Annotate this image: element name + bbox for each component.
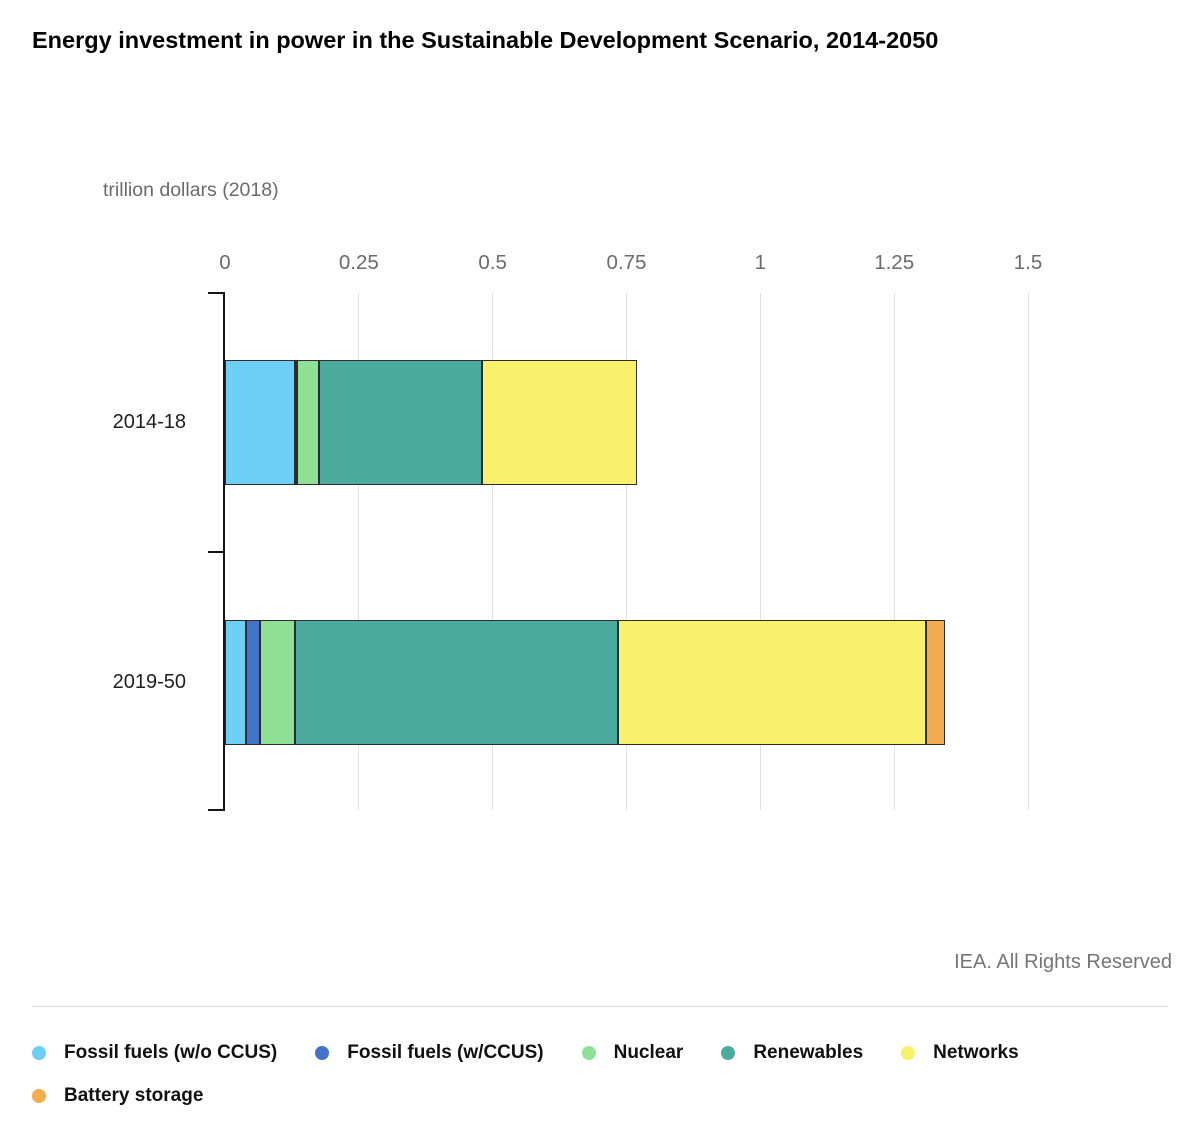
gridline [893,293,895,810]
x-tick-label: 1.25 [874,251,915,274]
legend-item-label: Fossil fuels (w/CCUS) [347,1042,544,1063]
bar-segment[interactable] [618,620,927,745]
category-axis-tick [208,809,224,811]
legend-marker [315,1046,330,1060]
x-tick-label: 1 [754,251,767,274]
legend-marker [581,1046,596,1060]
bar-segment[interactable] [294,620,619,745]
category-axis-line [223,292,225,811]
bar-segment[interactable] [225,620,247,745]
category-label: 2019-50 [112,670,186,693]
gridline [1027,293,1029,810]
legend-item-renewables[interactable]: Renewables [721,1039,863,1067]
bar-segment[interactable] [926,620,945,745]
legend-item-fossil-fuels-w-ccus[interactable]: Fossil fuels (w/CCUS) [315,1039,544,1067]
legend-item-label: Nuclear [613,1042,684,1063]
category-axis-tick [208,292,224,294]
bar-segment[interactable] [481,360,638,485]
legend-marker [901,1046,916,1060]
gridline [492,293,494,810]
legend-item-fossil-fuels-w-o-ccus[interactable]: Fossil fuels (w/o CCUS) [32,1039,277,1067]
category-label: 2014-18 [112,410,186,433]
bar-segment[interactable] [246,620,260,745]
axis-unit-label: trillion dollars (2018) [103,179,279,201]
gridline [759,293,761,810]
bar-segment[interactable] [297,360,319,485]
footer-rights: IEA. All Rights Reserved [954,951,1172,973]
legend-marker [32,1089,46,1103]
bar-segment[interactable] [225,360,295,485]
legend-item-battery-storage[interactable]: Battery storage [32,1082,203,1110]
legend-item-label: Fossil fuels (w/o CCUS) [64,1042,278,1063]
legend-marker [721,1046,736,1060]
legend-marker [32,1046,46,1060]
legend-item-label: Networks [933,1042,1019,1063]
x-tick-label: 0.75 [606,251,647,274]
gridline [358,293,360,810]
legend-item-label: Battery storage [64,1085,204,1106]
bar-row [225,360,638,485]
x-tick-label: 0.5 [478,251,507,274]
bar-segment[interactable] [294,360,298,485]
page-title: Energy investment in power in the Sustai… [32,27,939,53]
gridline [626,293,627,810]
bar-segment[interactable] [318,360,482,485]
bar-row [225,620,945,745]
legend-item-nuclear[interactable]: Nuclear [581,1039,684,1067]
x-tick-label: 0.25 [338,251,379,274]
category-axis-tick [208,550,224,553]
x-tick-label: 0 [219,251,231,274]
legend-item-label: Renewables [753,1042,864,1063]
chart-legend: Fossil fuels (w/o CCUS) Fossil fuels (w/C… [32,1039,1172,1110]
x-tick-label: 1.5 [1013,251,1043,274]
legend-divider [32,1006,1168,1007]
bar-segment[interactable] [259,620,295,745]
legend-item-networks[interactable]: Networks [901,1039,1019,1067]
